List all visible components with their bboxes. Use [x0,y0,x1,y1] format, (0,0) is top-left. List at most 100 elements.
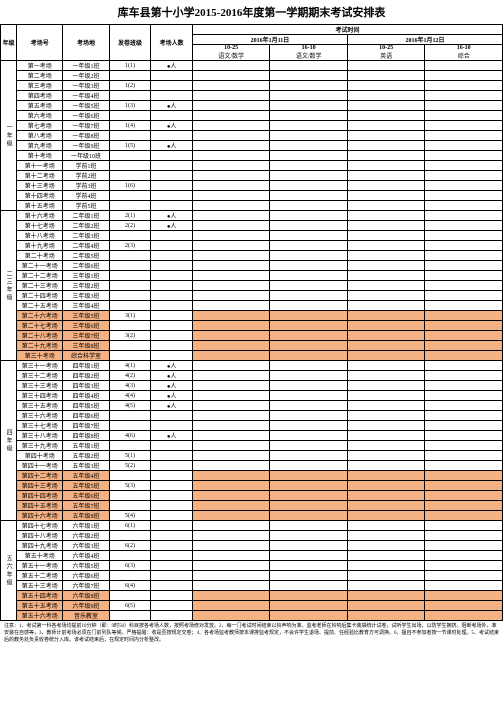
table-cell: 4(3) [109,381,151,391]
table-cell [425,601,503,611]
table-cell: 第二十六考场 [17,311,63,321]
table-cell: 一年级8班 [63,131,109,141]
table-cell [270,61,347,71]
table-cell [425,171,503,181]
table-cell [270,131,347,141]
table-cell: 第二考场 [17,71,63,81]
table-cell [270,471,347,481]
table-cell [109,421,151,431]
table-cell: 五年级5班 [63,481,109,491]
table-cell: 五年级1班 [63,441,109,451]
table-cell [109,271,151,281]
table-cell [151,521,193,531]
table-cell [347,581,424,591]
table-cell: 四年级5班 [63,401,109,411]
table-cell: ●人 [151,221,193,231]
table-cell: 第三十三考场 [17,381,63,391]
table-cell: 六年级5班 [63,561,109,571]
table-cell: 第三十九考场 [17,441,63,451]
table-cell [192,161,269,171]
table-cell [347,351,424,361]
table-cell [109,321,151,331]
table-cell: 第四十九考场 [17,541,63,551]
table-cell [270,511,347,521]
table-cell: 第十二考场 [17,171,63,181]
table-cell [425,141,503,151]
table-cell: 5(2) [109,461,151,471]
table-cell [425,311,503,321]
table-cell [347,411,424,421]
slot-3: 16-10综合 [425,45,503,61]
table-cell [192,551,269,561]
table-cell [192,511,269,521]
table-cell [347,531,424,541]
table-cell: 3(1) [109,311,151,321]
table-cell: 第十八考场 [17,231,63,241]
table-cell: 1(5) [109,141,151,151]
table-cell: 五年级3班 [63,461,109,471]
table-cell [347,321,424,331]
table-cell [270,361,347,371]
table-cell [347,441,424,451]
table-cell [270,141,347,151]
table-cell [151,91,193,101]
table-cell [151,591,193,601]
table-cell: ●人 [151,141,193,151]
table-cell [151,511,193,521]
table-cell [347,221,424,231]
table-cell [192,461,269,471]
table-cell: 5(3) [109,481,151,491]
table-cell [151,271,193,281]
table-cell: 第十四考场 [17,191,63,201]
table-cell [425,221,503,231]
table-cell: 二年级4班 [63,241,109,251]
table-cell [270,71,347,81]
table-cell [151,551,193,561]
table-cell [270,391,347,401]
table-cell: 四年级3班 [63,381,109,391]
table-cell [270,611,347,621]
table-cell [270,561,347,571]
table-cell: 第十六考场 [17,211,63,221]
table-cell [151,451,193,461]
table-cell: 一年级4班 [63,91,109,101]
table-cell: 第四十考场 [17,451,63,461]
table-cell: 第二十四考场 [17,291,63,301]
header-day1: 2016年1月11日 [192,35,347,45]
table-cell [192,441,269,451]
table-cell [270,431,347,441]
table-cell: 第十三考场 [17,181,63,191]
header-room: 考场地 [63,25,109,61]
table-cell [425,261,503,271]
table-cell [192,531,269,541]
table-cell: 第五十考场 [17,551,63,561]
table-cell [347,161,424,171]
table-cell: 第十七考场 [17,221,63,231]
table-cell: 六年级6班 [63,571,109,581]
table-cell [347,501,424,511]
table-cell [347,311,424,321]
table-cell [151,471,193,481]
table-cell [270,171,347,181]
table-cell [151,461,193,471]
table-cell [192,251,269,261]
table-cell [192,181,269,191]
table-cell [425,231,503,241]
table-cell: 五年级2班 [63,451,109,461]
table-cell [151,161,193,171]
table-cell: 第五十三考场 [17,581,63,591]
table-cell: 学前1班 [63,161,109,171]
table-cell [151,171,193,181]
table-cell [347,231,424,241]
table-cell [151,131,193,141]
table-cell [151,601,193,611]
table-cell: 四年级7班 [63,421,109,431]
table-cell: 二年级5班 [63,251,109,261]
table-cell: 第三十四考场 [17,391,63,401]
table-cell: 学前5班 [63,201,109,211]
table-cell [151,331,193,341]
table-cell [347,191,424,201]
table-cell [151,351,193,361]
table-cell [270,231,347,241]
table-cell: 三年级7班 [63,331,109,341]
